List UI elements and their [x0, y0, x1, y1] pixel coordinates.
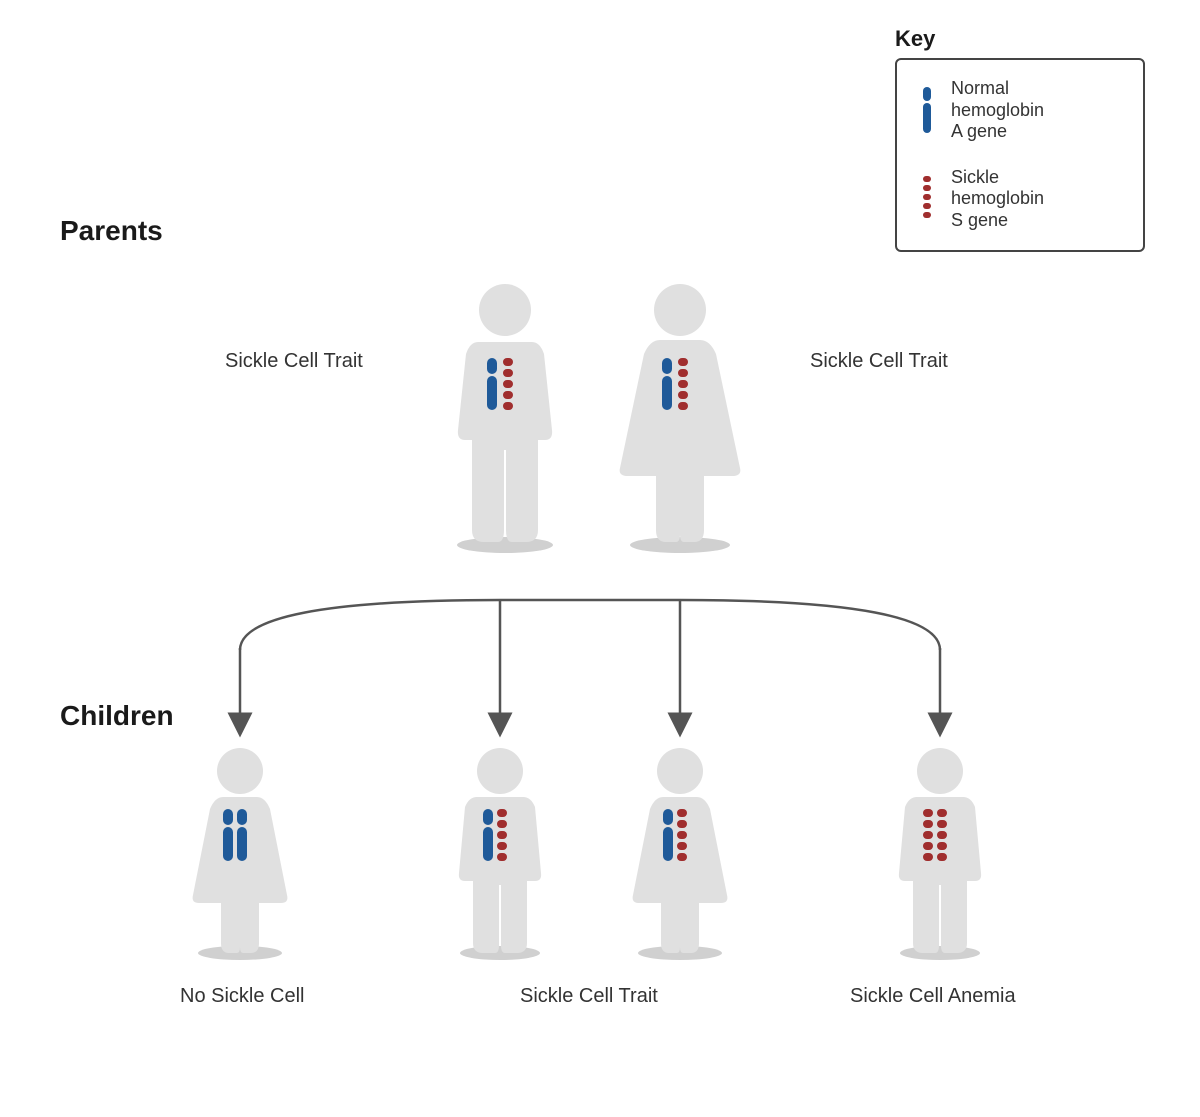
normal-gene-icon: [917, 85, 937, 135]
child-2-label: Sickle Cell Trait: [520, 985, 658, 1008]
key-item-label: Sickle hemoglobin S gene: [951, 167, 1044, 232]
key-item-sickle: Sickle hemoglobin S gene: [917, 167, 1123, 232]
child-1-label: No Sickle Cell: [180, 985, 304, 1008]
key-item-normal: Normal hemoglobin A gene: [917, 78, 1123, 143]
child-figure-3: [615, 745, 745, 965]
parent-2-label: Sickle Cell Trait: [810, 350, 948, 373]
inheritance-arrows: [170, 560, 1010, 740]
parent-figure-female: [600, 280, 760, 560]
children-heading: Children: [60, 700, 174, 732]
child-figure-1: [175, 745, 305, 965]
parents-heading: Parents: [60, 215, 163, 247]
child-4-label: Sickle Cell Anemia: [850, 985, 1016, 1008]
parent-figure-male: [430, 280, 580, 560]
sickle-gene-icon: [917, 174, 937, 224]
parent-1-label: Sickle Cell Trait: [225, 350, 363, 373]
key-box: Normal hemoglobin A gene Sickle hemoglob…: [895, 58, 1145, 252]
key-item-label: Normal hemoglobin A gene: [951, 78, 1044, 143]
key-title: Key: [895, 26, 935, 52]
child-figure-4: [875, 745, 1005, 965]
child-figure-2: [435, 745, 565, 965]
